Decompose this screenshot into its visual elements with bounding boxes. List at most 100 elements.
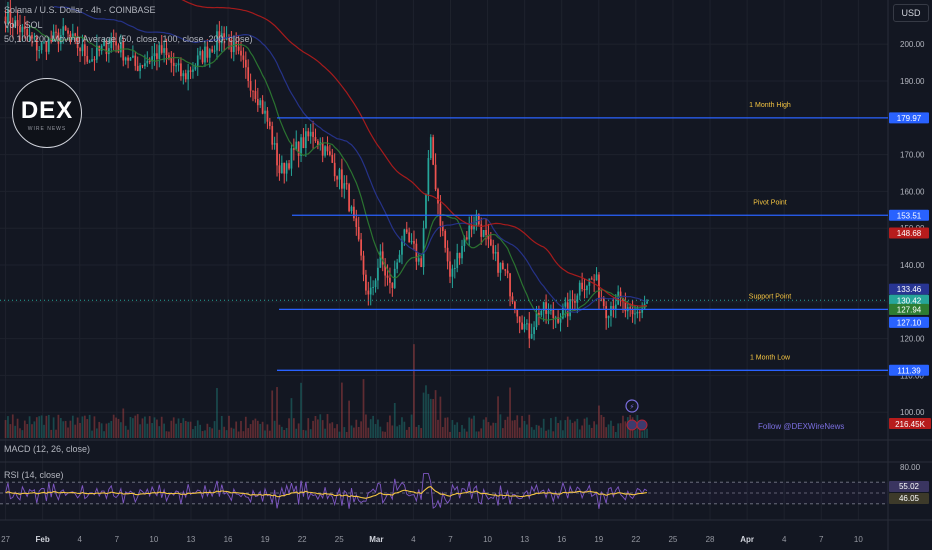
volume-bar <box>638 426 641 438</box>
candle-body <box>129 57 132 61</box>
volume-bar <box>91 430 93 438</box>
us-flag-icon[interactable] <box>636 419 648 431</box>
time-axis-label: 4 <box>77 535 82 544</box>
candle-body <box>232 41 235 53</box>
volume-bar <box>107 422 110 438</box>
candle-body <box>4 16 7 24</box>
volume-bar <box>134 415 137 438</box>
candle-body <box>7 9 9 24</box>
candle-body <box>427 158 430 195</box>
moving-average-100 <box>53 6 648 313</box>
candle-body <box>451 268 454 277</box>
volume-bar <box>268 430 271 438</box>
volume-bar <box>93 416 96 438</box>
volume-bar <box>115 417 117 438</box>
candle-body <box>631 308 634 315</box>
candle-body <box>295 141 298 150</box>
volume-bar <box>501 428 504 438</box>
candle-body <box>345 183 348 185</box>
volume-bar <box>26 424 29 438</box>
candle-body <box>156 53 158 59</box>
rsi-tag-text-1: 46.05 <box>899 494 920 503</box>
volume-bar <box>583 418 586 438</box>
volume-bar <box>144 416 146 438</box>
candle-body <box>338 169 341 180</box>
time-axis-label: 7 <box>115 535 120 544</box>
candle-body <box>619 291 622 298</box>
volume-bar <box>146 423 149 438</box>
candle-body <box>518 316 521 323</box>
us-flag-icon[interactable] <box>626 419 638 431</box>
time-axis-label: 7 <box>819 535 824 544</box>
candle-body <box>271 126 274 145</box>
volume-bar <box>64 420 67 438</box>
lightning-icon[interactable] <box>625 399 639 413</box>
candle-body <box>201 51 204 63</box>
rsi-tag-0 <box>889 481 929 492</box>
candle-body <box>139 65 141 72</box>
currency-button[interactable]: USD <box>893 4 929 22</box>
candle-body <box>384 264 387 276</box>
volume-bar <box>557 422 559 438</box>
volume-bar <box>156 419 158 438</box>
volume-bar <box>55 429 57 438</box>
volume-bar <box>554 416 557 438</box>
level-label-3: 1 Month Low <box>750 354 791 361</box>
volume-legend[interactable]: Vol · SOL <box>4 20 43 30</box>
price-tag-3 <box>889 283 929 295</box>
candle-body <box>57 32 60 44</box>
volume-bar <box>377 419 379 438</box>
symbol-legend[interactable]: Solana / U.S. Dollar · 4h · COINBASE <box>4 5 156 15</box>
candle-body <box>360 239 362 256</box>
volume-bar <box>132 418 134 438</box>
candle-body <box>170 57 173 63</box>
volume-bar <box>511 420 514 438</box>
volume-bar <box>266 424 269 438</box>
volume-bar <box>480 428 483 438</box>
candle-body <box>268 121 271 127</box>
candle-body <box>35 37 38 51</box>
candle-body <box>487 235 490 240</box>
candle-body <box>413 240 415 244</box>
volume-bar <box>470 418 473 438</box>
candle-body <box>52 31 55 42</box>
candle-body <box>280 162 283 174</box>
volume-bar <box>607 424 610 438</box>
rsi-band-fill <box>0 482 888 504</box>
volume-bar <box>398 424 401 438</box>
volume-bar <box>641 431 644 438</box>
rsi-legend[interactable]: RSI (14, close) <box>4 470 64 480</box>
candle-body <box>160 45 163 53</box>
time-axis-label: Mar <box>369 535 383 544</box>
volume-bar <box>59 418 62 438</box>
candle-body <box>278 165 281 174</box>
volume-bar <box>43 424 45 438</box>
candle-body <box>403 229 406 241</box>
candle-body <box>297 141 300 156</box>
candle-body <box>456 252 459 268</box>
volume-bar <box>598 405 600 438</box>
candle-body <box>410 240 413 243</box>
price-tag-text: 127.94 <box>897 305 922 314</box>
volume-bar <box>617 423 620 438</box>
volume-bar <box>172 417 175 438</box>
volume-bar <box>249 424 252 438</box>
macd-legend[interactable]: MACD (12, 26, close) <box>4 444 91 454</box>
candle-body <box>40 42 43 51</box>
volume-bar <box>384 431 387 438</box>
volume-bar <box>489 425 492 438</box>
moving-average-legend[interactable]: 50,100,200 Moving Average (50, close, 10… <box>4 34 253 44</box>
candle-body <box>175 65 177 67</box>
candle-body <box>552 309 555 318</box>
candle-body <box>184 73 187 80</box>
candle-body <box>252 90 254 92</box>
rsi-line <box>5 473 648 509</box>
price-tag-text: 153.51 <box>897 211 922 220</box>
volume-bar <box>187 421 190 438</box>
candle-body <box>595 274 598 281</box>
level-label-2: Support Point <box>749 293 791 300</box>
volume-bar <box>475 431 478 438</box>
candle-body <box>225 37 228 40</box>
volume-bar <box>122 408 125 438</box>
